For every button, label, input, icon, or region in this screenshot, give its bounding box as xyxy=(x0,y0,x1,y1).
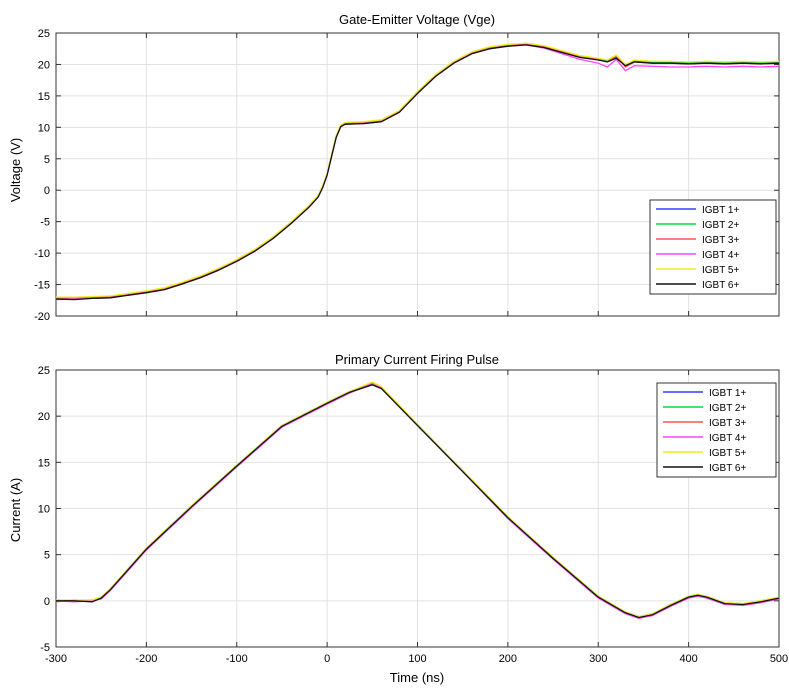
series-line-6 xyxy=(55,44,780,301)
series-line-5 xyxy=(56,42,780,298)
legend-label-3: IGBT 3+ xyxy=(702,235,739,246)
y-tick-label: -20 xyxy=(34,311,50,323)
x-tick-label: -300 xyxy=(45,653,67,665)
legend-box xyxy=(656,382,777,478)
current-chart-ylabel: Current (A) xyxy=(8,478,23,542)
legend-label-4: IGBT 4+ xyxy=(702,250,739,261)
x-tick-label: 100 xyxy=(408,653,426,665)
y-tick-label: 25 xyxy=(38,28,50,40)
y-tick-label: -5 xyxy=(40,642,50,654)
legend-box xyxy=(649,199,777,295)
current-chart-title: Primary Current Firing Pulse xyxy=(335,352,499,367)
legend-label-4: IGBT 4+ xyxy=(709,433,746,444)
y-tick-label: 15 xyxy=(38,91,50,103)
legend-label-1: IGBT 1+ xyxy=(702,205,739,216)
voltage-chart-legend: IGBT 1+ IGBT 2+ IGBT 3+ IGBT 4+ IGBT 5+ IGBT … xyxy=(649,199,777,295)
y-tick-label: -5 xyxy=(40,217,50,229)
current-chart: Primary Current Firing Pulse Current (A)… xyxy=(8,352,788,685)
current-chart-legend: IGBT 1+ IGBT 2+ IGBT 3+ IGBT 4+ IGBT 5+ IGBT … xyxy=(656,382,777,478)
legend-label-6: IGBT 6+ xyxy=(709,463,746,474)
x-tick-label: 200 xyxy=(499,653,517,665)
voltage-chart-series xyxy=(55,42,780,301)
y-tick-label: 0 xyxy=(44,596,50,608)
legend-label-1: IGBT 1+ xyxy=(709,388,746,399)
y-tick-label: -10 xyxy=(34,248,50,260)
y-tick-label: 10 xyxy=(38,504,50,516)
legend-label-5: IGBT 5+ xyxy=(702,265,739,276)
x-tick-label: 0 xyxy=(324,653,330,665)
series-line-6 xyxy=(56,384,780,619)
x-tick-label: 500 xyxy=(770,653,788,665)
x-tick-label: -100 xyxy=(226,653,248,665)
legend-label-6: IGBT 6+ xyxy=(702,280,739,291)
legend-label-2: IGBT 2+ xyxy=(702,220,739,231)
voltage-chart-title: Gate-Emitter Voltage (Vge) xyxy=(339,12,495,27)
voltage-chart-axes: -20 -15 -10 -5 0 5 10 15 20 25 xyxy=(34,28,780,323)
legend-label-5: IGBT 5+ xyxy=(709,448,746,459)
legend-label-2: IGBT 2+ xyxy=(709,403,746,414)
voltage-chart-ylabel: Voltage (V) xyxy=(8,138,23,202)
y-tick-label: 20 xyxy=(38,59,50,71)
x-tick-label: 300 xyxy=(589,653,607,665)
current-chart-xlabel: Time (ns) xyxy=(390,670,444,685)
y-tick-label: 10 xyxy=(38,122,50,134)
current-chart-axes: -5 0 5 10 15 20 25 -300 -200 -100 0 100 200 300 400 500 xyxy=(38,365,788,665)
x-tick-label: -200 xyxy=(135,653,157,665)
y-tick-label: 0 xyxy=(44,185,50,197)
y-tick-label: 5 xyxy=(44,154,50,166)
voltage-chart: Gate-Emitter Voltage (Vge) Voltage (V) -… xyxy=(8,12,780,323)
legend-label-3: IGBT 3+ xyxy=(709,418,746,429)
y-tick-label: -15 xyxy=(34,280,50,292)
y-tick-label: 15 xyxy=(38,457,50,469)
y-tick-label: 25 xyxy=(38,365,50,377)
y-tick-label: 5 xyxy=(44,550,50,562)
current-chart-series xyxy=(55,381,780,620)
y-tick-label: 20 xyxy=(38,411,50,423)
x-tick-label: 400 xyxy=(679,653,697,665)
